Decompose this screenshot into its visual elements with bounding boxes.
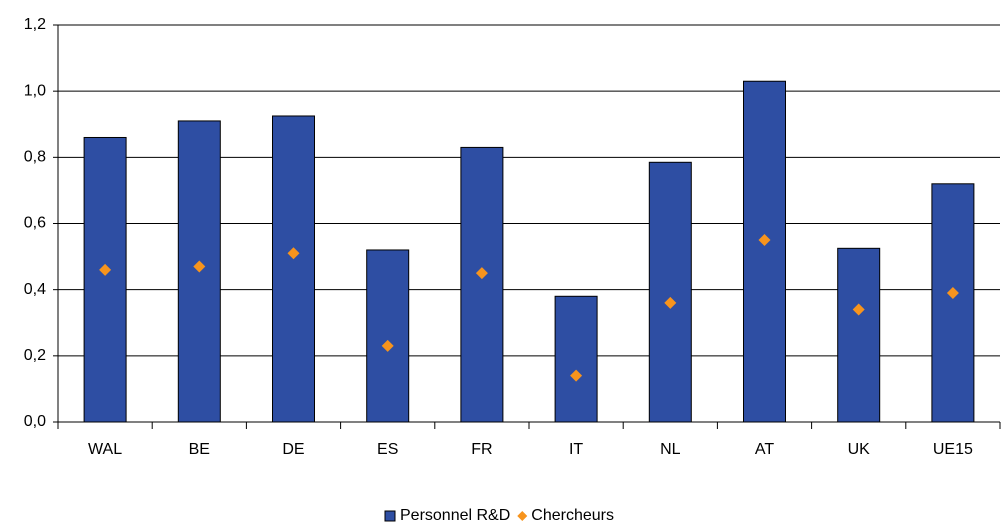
x-tick-label: IT (569, 441, 583, 458)
x-tick-label: AT (755, 441, 774, 458)
marker (852, 303, 865, 316)
x-tick-label: FR (471, 441, 492, 458)
x-tick-label: ES (377, 441, 398, 458)
x-tick-label: UK (848, 441, 871, 458)
bar (931, 183, 975, 423)
marker (287, 247, 300, 260)
legend-swatch (384, 510, 396, 522)
x-tick-label: DE (282, 441, 304, 458)
bar (648, 161, 692, 423)
marker (758, 234, 771, 247)
legend-label: Personnel R&D (400, 507, 510, 524)
marker (99, 263, 112, 276)
x-tick-label: WAL (88, 441, 122, 458)
bar (554, 295, 598, 423)
y-tick-label: 1,0 (24, 82, 46, 99)
x-tick-label: BE (189, 441, 210, 458)
marker (381, 339, 394, 352)
x-tick-label: NL (660, 441, 681, 458)
y-tick-label: 1,2 (24, 16, 46, 33)
bar (743, 80, 786, 423)
x-tick-label: UE15 (933, 441, 973, 458)
marker (193, 260, 206, 273)
marker (475, 267, 488, 280)
bar (272, 115, 315, 423)
bar (837, 247, 881, 423)
bar (460, 146, 504, 423)
bar (366, 249, 410, 423)
legend-swatch (517, 511, 528, 521)
bar (83, 136, 127, 423)
y-tick-label: 0,0 (24, 413, 46, 430)
marker (946, 286, 959, 299)
marker (664, 296, 677, 309)
legend-label: Chercheurs (531, 507, 614, 524)
y-tick-label: 0,4 (24, 281, 46, 298)
marker (570, 369, 583, 382)
y-tick-label: 0,8 (24, 149, 46, 166)
y-tick-label: 0,6 (24, 215, 46, 232)
y-tick-label: 0,2 (24, 347, 46, 364)
